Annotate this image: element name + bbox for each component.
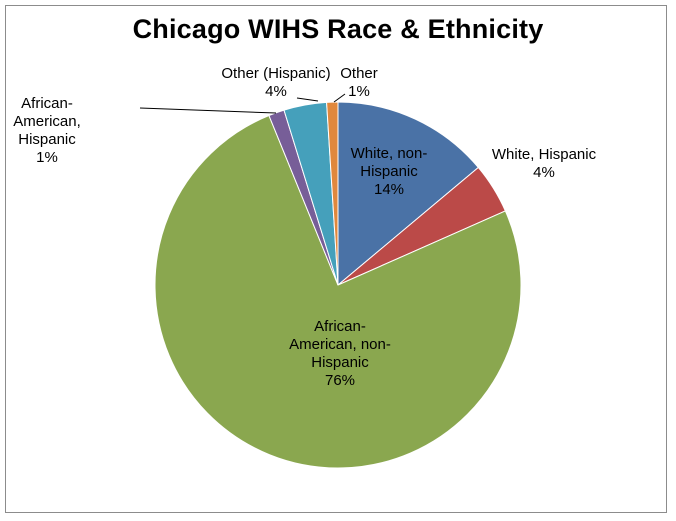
slice-label-line: 76% <box>325 372 355 389</box>
slice-label-line: Hispanic <box>360 163 418 180</box>
slice-label-line: American, <box>13 113 81 130</box>
slice-label-2: African-American, non-Hispanic 76% <box>289 318 391 389</box>
leader-line-3 <box>139 107 277 114</box>
slice-label-line: Hispanic <box>18 131 76 148</box>
leader-line-5 <box>333 93 346 103</box>
slice-label-line: White, non- <box>351 145 428 162</box>
slice-label-0: White, non-Hispanic 14% <box>351 145 428 198</box>
slice-label-3: African-American, Hispanic 1% <box>13 95 81 166</box>
slice-label-line: 14% <box>374 181 404 198</box>
slice-label-line: African- <box>21 95 73 112</box>
slice-label-line: Hispanic <box>311 354 369 371</box>
slice-label-1: White, Hispanic 4% <box>492 146 597 181</box>
slice-label-line: Other (Hispanic) <box>221 65 330 82</box>
slice-label-line: 1% <box>348 83 370 100</box>
slice-label-line: American, non- <box>289 336 391 353</box>
slice-label-line: 4% <box>265 83 287 100</box>
slice-label-5: Other 1% <box>340 65 378 100</box>
pie-slice-2 <box>154 114 522 469</box>
chart-title: Chicago WIHS Race & Ethnicity <box>132 14 544 44</box>
pie-slice-0 <box>337 101 479 287</box>
slice-label-line: African- <box>314 318 366 335</box>
slice-label-line: 4% <box>533 164 555 181</box>
slice-label-line: 1% <box>36 149 58 166</box>
leader-line-4 <box>296 97 319 102</box>
pie-slice-5 <box>326 101 339 286</box>
slice-label-line: Other <box>340 65 378 82</box>
slice-label-line: White, Hispanic <box>492 146 597 163</box>
slice-label-4: Other (Hispanic) 4% <box>221 65 330 100</box>
